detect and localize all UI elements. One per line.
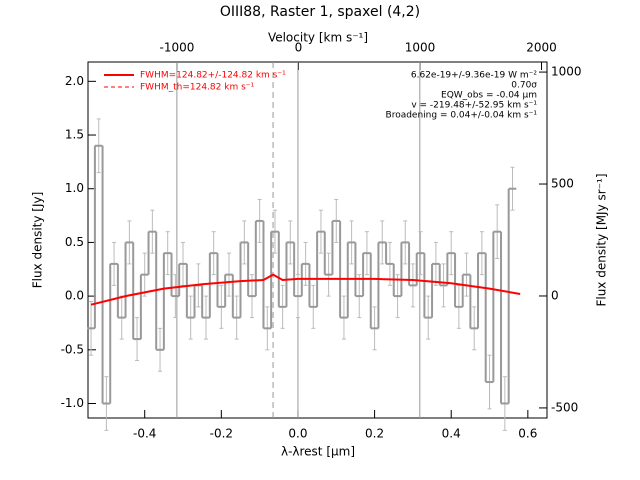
x2-tick-label: -1000	[160, 41, 195, 55]
y2-tick-label: 500	[551, 177, 574, 191]
x-tick-label: -0.2	[210, 427, 233, 441]
legend-label: FWHM_th=124.82 km s⁻¹	[140, 83, 255, 93]
x-tick-label: 0.6	[518, 427, 537, 441]
y-tick-label: 1.5	[65, 128, 84, 142]
annotation: Broadening = 0.04+/-0.04 km s⁻¹	[386, 111, 538, 121]
step-connectors	[93, 145, 510, 404]
x2-tick-label: 0	[295, 41, 303, 55]
annotation: EQW_obs = -0.04 μm	[441, 91, 537, 101]
y2-tick-label: 1000	[551, 65, 582, 79]
x-axis-label: λ-λrest [μm]	[281, 445, 355, 459]
y-tick-label: 0.0	[65, 289, 84, 303]
y-tick-label: 0.5	[65, 235, 84, 249]
x2-axis-label: Velocity [km s⁻¹]	[268, 31, 368, 45]
y2-tick-label: -500	[551, 400, 578, 414]
chart-title: OIII88, Raster 1, spaxel (4,2)	[220, 4, 420, 20]
y2-axis-label: Flux density [MJy sr⁻¹]	[595, 173, 609, 306]
annotation: v = -219.48+/-52.95 km s⁻¹	[411, 101, 537, 111]
y-tick-label: 2.0	[65, 74, 84, 88]
x-tick-label: -0.4	[133, 427, 156, 441]
fit-line	[90, 273, 521, 306]
annotation: 6.62e-19+/-9.36e-19 W m⁻²	[411, 71, 538, 81]
x-tick-label: 0.2	[365, 427, 384, 441]
plot-frame	[87, 61, 548, 419]
legend-label: FWHM=124.82+/-124.82 km s⁻¹	[140, 71, 286, 81]
x-tick-label: 0.0	[288, 427, 307, 441]
x-tick-label: 0.4	[442, 427, 461, 441]
x2-tick-label: 2000	[526, 41, 557, 55]
y2-tick-label: 0	[551, 288, 559, 302]
y-tick-label: 1.0	[65, 181, 84, 195]
y-axis-label: Flux density [Jy]	[31, 192, 45, 289]
y-tick-label: -1.0	[61, 396, 84, 410]
annotation: 0.70σ	[511, 81, 537, 91]
x2-tick-label: 1000	[405, 41, 436, 55]
y-tick-label: -0.5	[61, 342, 84, 356]
